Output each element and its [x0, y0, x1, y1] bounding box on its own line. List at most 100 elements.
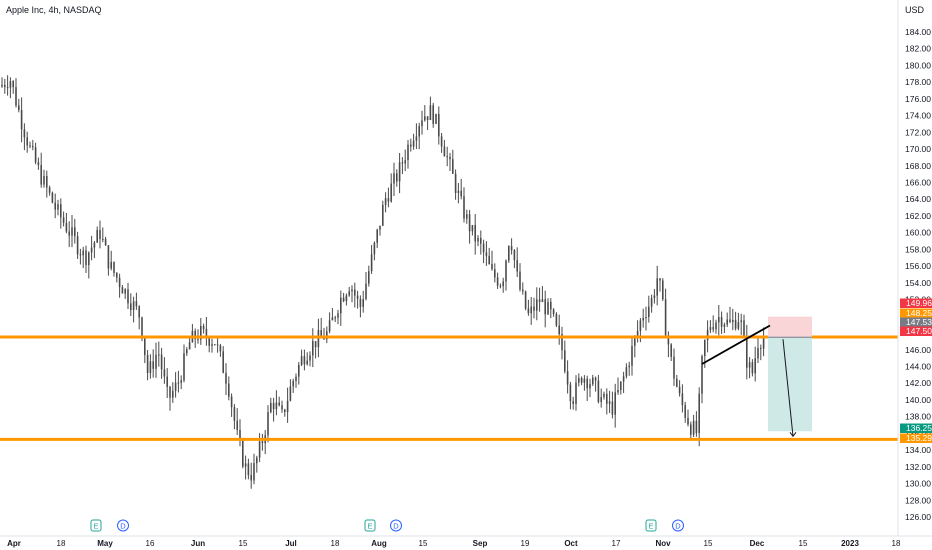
- earnings-marker[interactable]: E: [90, 519, 102, 532]
- candle: [253, 453, 255, 485]
- earnings-marker[interactable]: E: [645, 519, 657, 532]
- price-tick-label: 132.00: [905, 462, 931, 472]
- candle: [188, 338, 191, 350]
- candle: [667, 331, 670, 358]
- candle: [32, 139, 34, 151]
- candle: [261, 433, 264, 451]
- price-tick-label: 138.00: [905, 412, 931, 422]
- candle: [43, 169, 45, 188]
- candle: [505, 259, 507, 291]
- candle: [390, 173, 392, 203]
- candle: [368, 265, 370, 287]
- candle: [62, 211, 65, 227]
- candle: [457, 183, 460, 204]
- time-tick-label: 15: [799, 539, 808, 548]
- candle: [443, 139, 446, 157]
- stop-loss-zone[interactable]: [768, 316, 812, 338]
- candle: [309, 351, 311, 367]
- candle: [676, 374, 678, 388]
- candle: [564, 340, 566, 374]
- short-position-tool[interactable]: [768, 316, 812, 438]
- candle: [104, 236, 107, 246]
- svg-text:135.29: 135.29: [906, 433, 932, 443]
- candle: [446, 146, 448, 167]
- candle: [421, 110, 423, 135]
- earnings-marker[interactable]: E: [364, 519, 376, 532]
- projection-arrow: [782, 339, 794, 437]
- candle: [138, 305, 140, 330]
- trend-line-segment[interactable]: [701, 324, 771, 365]
- time-tick-label: Aug: [371, 539, 387, 548]
- candle: [172, 382, 174, 403]
- candle: [46, 170, 48, 198]
- candle: [135, 292, 138, 310]
- candle: [468, 210, 471, 244]
- candle: [729, 306, 731, 324]
- candle: [68, 221, 70, 248]
- candle: [485, 241, 488, 266]
- take-profit-zone[interactable]: [768, 337, 812, 432]
- time-tick-label: 15: [419, 539, 428, 548]
- price-tick-label: 136.00: [905, 428, 931, 438]
- candle: [4, 78, 6, 94]
- dividend-marker[interactable]: D: [117, 519, 129, 532]
- svg-text:136.25: 136.25: [906, 423, 932, 433]
- svg-text:D: D: [675, 522, 681, 531]
- candle: [527, 299, 530, 316]
- axis-price-label: 147.50: [900, 326, 932, 336]
- price-tick-label: 156.00: [905, 261, 931, 271]
- candle: [701, 354, 703, 404]
- axis-price-label: 147.53: [900, 317, 932, 327]
- candle: [757, 337, 759, 364]
- candle: [121, 284, 124, 294]
- candle: [1, 77, 3, 88]
- candle: [471, 225, 474, 236]
- price-tick-label: 162.00: [905, 211, 931, 221]
- candle: [740, 313, 742, 335]
- candle: [110, 250, 112, 271]
- candle: [659, 277, 661, 292]
- candle: [555, 312, 558, 328]
- price-tick-label: 126.00: [905, 512, 931, 522]
- candle: [373, 241, 376, 261]
- candle: [127, 282, 129, 309]
- dividend-marker[interactable]: D: [672, 519, 684, 532]
- time-tick-label: 19: [521, 539, 530, 548]
- dividend-marker[interactable]: D: [390, 519, 402, 532]
- candle: [90, 235, 93, 261]
- candle: [93, 240, 96, 259]
- candle: [578, 373, 580, 387]
- time-tick-label: Nov: [655, 539, 671, 548]
- candle: [208, 335, 210, 353]
- candle: [524, 290, 527, 311]
- time-tick-label: 2023: [841, 539, 859, 548]
- price-axis[interactable]: 126.00 128.00 130.00 132.00 134.00 136.00 138.…: [897, 0, 931, 536]
- candle: [113, 261, 115, 277]
- candle: [15, 78, 17, 108]
- candle: [51, 191, 54, 204]
- candlestick-series: [1, 75, 765, 489]
- candle: [286, 387, 289, 423]
- candle: [681, 384, 684, 413]
- candle: [454, 169, 457, 200]
- candle: [337, 309, 339, 325]
- axis-price-label: 135.29: [900, 433, 932, 443]
- candle: [533, 297, 535, 319]
- candle: [664, 288, 667, 336]
- candle: [452, 149, 454, 174]
- candle: [298, 361, 300, 385]
- candle: [418, 122, 420, 150]
- time-axis[interactable]: Apr 18 May 16 Jun 15 Jul 18 Aug 15 Sep 19 Oct 17 Nov 15…: [0, 535, 932, 548]
- trend-line[interactable]: [701, 324, 771, 365]
- candle: [407, 140, 409, 169]
- candle: [393, 162, 395, 197]
- time-tick-label: 16: [146, 539, 155, 548]
- candle: [239, 419, 241, 447]
- candle: [737, 312, 740, 331]
- svg-text:D: D: [393, 522, 399, 531]
- price-tick-label: 182.00: [905, 44, 931, 54]
- price-tick-label: 174.00: [905, 111, 931, 121]
- candle: [20, 97, 23, 143]
